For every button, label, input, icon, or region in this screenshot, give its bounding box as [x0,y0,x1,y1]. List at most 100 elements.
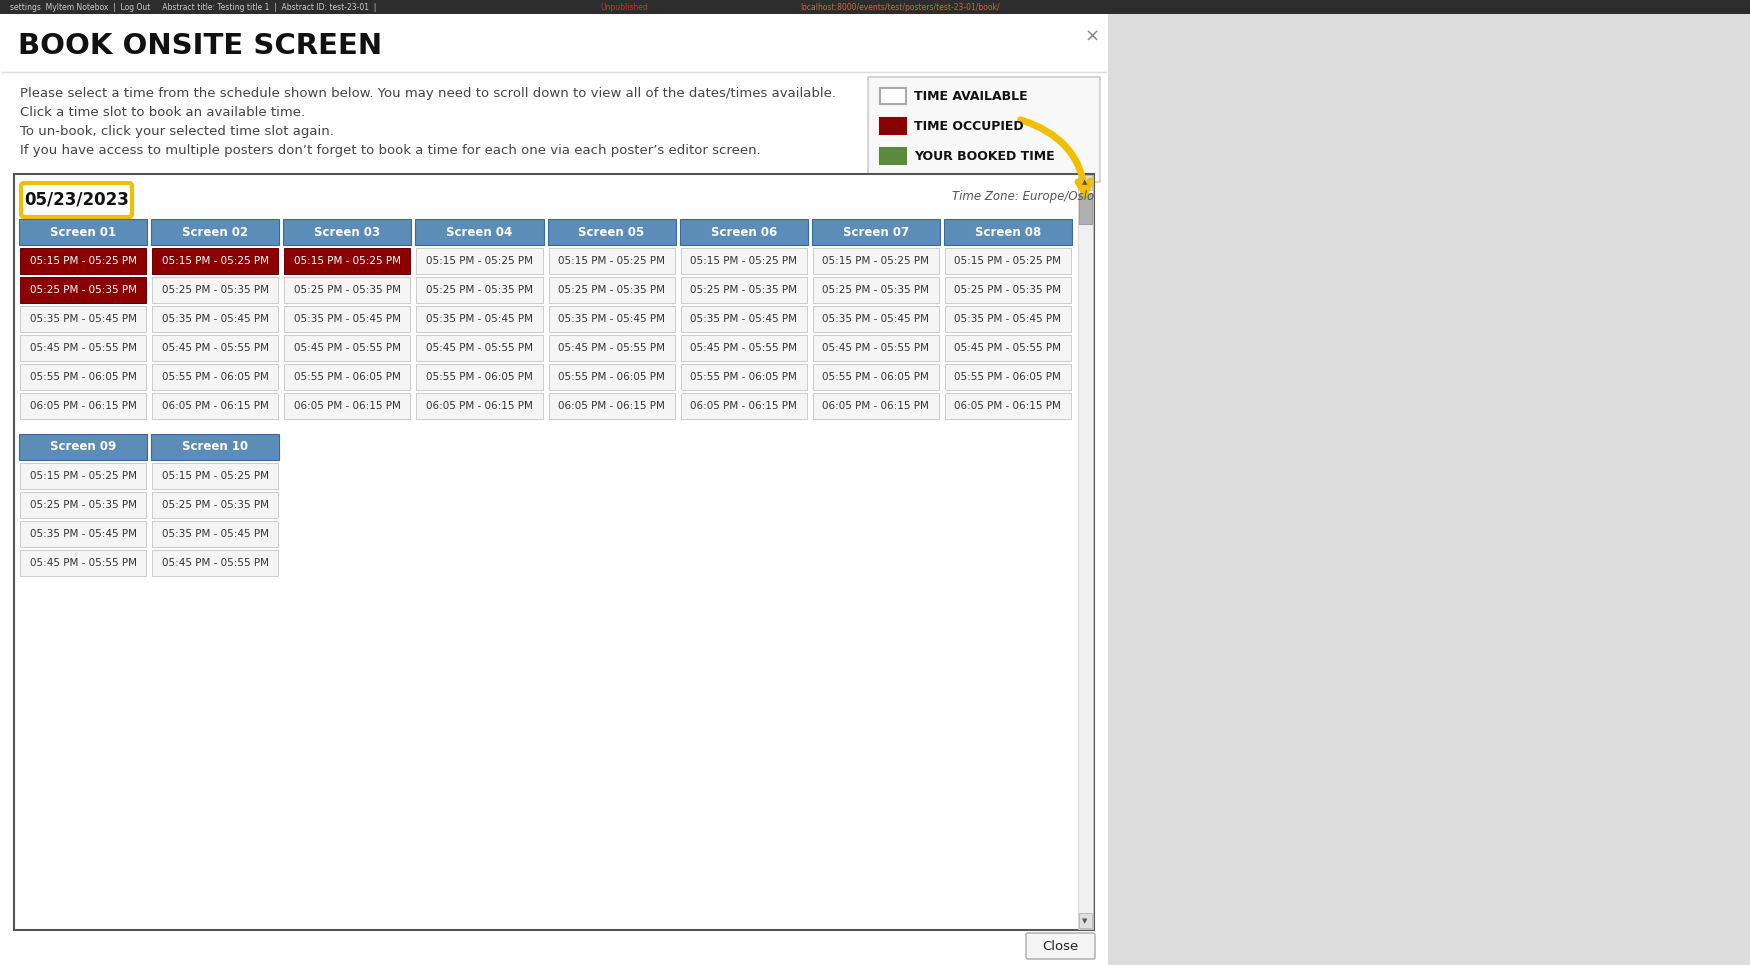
Text: 05:25 PM - 05:35 PM: 05:25 PM - 05:35 PM [558,285,665,295]
Text: 06:05 PM - 06:15 PM: 06:05 PM - 06:15 PM [30,401,136,411]
FancyBboxPatch shape [1080,175,1092,190]
Text: Screen 03: Screen 03 [315,226,380,238]
FancyBboxPatch shape [1080,194,1092,224]
FancyBboxPatch shape [284,248,410,274]
FancyBboxPatch shape [1080,913,1092,928]
Text: To un-book, click your selected time slot again.: To un-book, click your selected time slo… [19,125,334,138]
Text: 05:25 PM - 05:35 PM: 05:25 PM - 05:35 PM [161,285,270,295]
Text: 05:15 PM - 05:25 PM: 05:15 PM - 05:25 PM [822,256,929,266]
Text: 05:35 PM - 05:45 PM: 05:35 PM - 05:45 PM [161,314,270,324]
Text: Close: Close [1041,940,1078,952]
Text: 05:55 PM - 06:05 PM: 05:55 PM - 06:05 PM [690,372,798,382]
FancyBboxPatch shape [19,521,147,547]
Text: 05:25 PM - 05:35 PM: 05:25 PM - 05:35 PM [30,500,136,510]
Text: TIME OCCUPIED: TIME OCCUPIED [914,120,1024,132]
Text: Screen 02: Screen 02 [182,226,248,238]
FancyBboxPatch shape [284,306,410,332]
FancyBboxPatch shape [812,306,940,332]
FancyBboxPatch shape [416,277,542,303]
Text: 05:35 PM - 05:45 PM: 05:35 PM - 05:45 PM [161,529,270,539]
FancyBboxPatch shape [681,364,807,390]
Text: 05:45 PM - 05:55 PM: 05:45 PM - 05:55 PM [161,558,270,568]
FancyBboxPatch shape [681,277,807,303]
FancyArrowPatch shape [1020,120,1090,194]
FancyBboxPatch shape [19,364,147,390]
Text: Time Zone: Europe/Oslo: Time Zone: Europe/Oslo [952,190,1094,203]
Text: 05:15 PM - 05:25 PM: 05:15 PM - 05:25 PM [30,471,136,481]
FancyBboxPatch shape [416,364,542,390]
Text: 05:45 PM - 05:55 PM: 05:45 PM - 05:55 PM [425,343,534,353]
FancyBboxPatch shape [812,277,940,303]
FancyBboxPatch shape [284,219,411,245]
Text: 05:55 PM - 06:05 PM: 05:55 PM - 06:05 PM [425,372,534,382]
FancyBboxPatch shape [152,248,278,274]
Text: 06:05 PM - 06:15 PM: 06:05 PM - 06:15 PM [294,401,401,411]
Text: 05:15 PM - 05:25 PM: 05:15 PM - 05:25 PM [30,256,136,266]
Text: 05:35 PM - 05:45 PM: 05:35 PM - 05:45 PM [558,314,665,324]
FancyBboxPatch shape [0,14,1108,965]
FancyBboxPatch shape [21,183,131,217]
Text: 05:55 PM - 06:05 PM: 05:55 PM - 06:05 PM [954,372,1060,382]
FancyBboxPatch shape [548,248,676,274]
FancyBboxPatch shape [681,393,807,419]
Text: 05:35 PM - 05:45 PM: 05:35 PM - 05:45 PM [822,314,929,324]
FancyBboxPatch shape [19,393,147,419]
Text: ×: × [1085,28,1099,46]
Text: 05:25 PM - 05:35 PM: 05:25 PM - 05:35 PM [425,285,534,295]
Text: 05:45 PM - 05:55 PM: 05:45 PM - 05:55 PM [690,343,798,353]
Text: 05:45 PM - 05:55 PM: 05:45 PM - 05:55 PM [30,343,136,353]
FancyBboxPatch shape [548,219,676,245]
Text: 05:45 PM - 05:55 PM: 05:45 PM - 05:55 PM [30,558,136,568]
FancyBboxPatch shape [548,364,676,390]
FancyBboxPatch shape [945,335,1071,361]
Text: 05:15 PM - 05:25 PM: 05:15 PM - 05:25 PM [294,256,401,266]
FancyBboxPatch shape [416,335,542,361]
Text: Screen 05: Screen 05 [579,226,644,238]
FancyBboxPatch shape [945,248,1071,274]
FancyBboxPatch shape [1078,175,1094,929]
FancyBboxPatch shape [416,306,542,332]
FancyBboxPatch shape [681,335,807,361]
Text: Click a time slot to book an available time.: Click a time slot to book an available t… [19,106,304,119]
Text: 05:45 PM - 05:55 PM: 05:45 PM - 05:55 PM [822,343,929,353]
FancyBboxPatch shape [19,306,147,332]
FancyBboxPatch shape [548,306,676,332]
Text: 05:45 PM - 05:55 PM: 05:45 PM - 05:55 PM [954,343,1062,353]
Text: 05:25 PM - 05:35 PM: 05:25 PM - 05:35 PM [161,500,270,510]
Text: Screen 07: Screen 07 [844,226,908,238]
FancyBboxPatch shape [284,393,410,419]
FancyBboxPatch shape [1026,933,1096,959]
FancyBboxPatch shape [284,277,410,303]
FancyBboxPatch shape [945,277,1071,303]
FancyBboxPatch shape [812,364,940,390]
Text: 05/23/2023: 05/23/2023 [24,191,130,209]
Text: 05:35 PM - 05:45 PM: 05:35 PM - 05:45 PM [30,529,136,539]
FancyBboxPatch shape [152,364,278,390]
Text: 05:25 PM - 05:35 PM: 05:25 PM - 05:35 PM [822,285,929,295]
FancyBboxPatch shape [19,248,147,274]
FancyBboxPatch shape [152,393,278,419]
Text: 05:25 PM - 05:35 PM: 05:25 PM - 05:35 PM [690,285,798,295]
FancyBboxPatch shape [812,393,940,419]
Text: TIME AVAILABLE: TIME AVAILABLE [914,90,1027,102]
FancyBboxPatch shape [152,550,278,576]
Text: 05:35 PM - 05:45 PM: 05:35 PM - 05:45 PM [425,314,534,324]
FancyBboxPatch shape [19,434,147,460]
FancyBboxPatch shape [284,364,410,390]
FancyBboxPatch shape [19,463,147,489]
FancyBboxPatch shape [284,335,410,361]
Text: Screen 01: Screen 01 [51,226,116,238]
Text: Screen 10: Screen 10 [182,440,248,454]
Text: BOOK ONSITE SCREEN: BOOK ONSITE SCREEN [18,32,382,60]
FancyBboxPatch shape [19,492,147,518]
FancyBboxPatch shape [416,393,542,419]
Text: 05:35 PM - 05:45 PM: 05:35 PM - 05:45 PM [954,314,1062,324]
FancyBboxPatch shape [880,148,906,164]
FancyBboxPatch shape [681,306,807,332]
FancyBboxPatch shape [152,277,278,303]
Text: 05:15 PM - 05:25 PM: 05:15 PM - 05:25 PM [161,256,270,266]
Text: 05:25 PM - 05:35 PM: 05:25 PM - 05:35 PM [30,285,136,295]
FancyBboxPatch shape [548,277,676,303]
FancyBboxPatch shape [945,364,1071,390]
Text: Please select a time from the schedule shown below. You may need to scroll down : Please select a time from the schedule s… [19,87,836,100]
